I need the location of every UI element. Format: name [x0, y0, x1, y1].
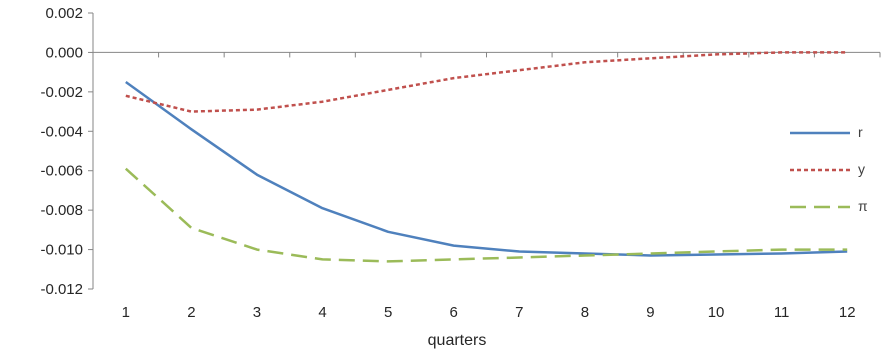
series-line-y — [125, 51, 848, 113]
legend-label-y: y — [858, 161, 865, 177]
x-tick-label: 3 — [253, 304, 261, 321]
y-tick-label: 0.002 — [45, 5, 83, 22]
x-axis-title: quarters — [428, 332, 487, 349]
y-tick-label: -0.012 — [40, 281, 83, 298]
y-axis: 0.002 0.000 -0.002 -0.004 -0.006 -0.008 -0.010… — [40, 5, 94, 298]
y-tick-label: 0.000 — [45, 44, 83, 61]
x-tick-label: 8 — [581, 304, 589, 321]
x-tick-label: 6 — [450, 304, 458, 321]
x-tick-label: 2 — [187, 304, 195, 321]
series-line-r — [125, 80, 848, 257]
y-tick-label: -0.010 — [40, 242, 83, 259]
x-tick-label: 9 — [646, 304, 654, 321]
legend-label-r: r — [858, 124, 863, 140]
x-tick-label: 12 — [839, 304, 856, 321]
x-tick-label: 1 — [122, 304, 130, 321]
x-axis: 1 2 3 4 5 6 7 8 9 10 11 12 — [92, 51, 881, 321]
x-tick-label: 10 — [708, 304, 725, 321]
series-layer — [124, 51, 848, 263]
series-line-π — [124, 167, 848, 263]
x-tick-label: 4 — [318, 304, 326, 321]
legend-label-π: π — [858, 198, 868, 214]
y-tick-label: -0.008 — [40, 202, 83, 219]
x-tick-label: 11 — [774, 304, 790, 321]
y-tick-label: -0.004 — [40, 123, 83, 140]
legend: r y π — [790, 124, 868, 214]
y-tick-label: -0.006 — [40, 163, 83, 180]
y-tick-label: -0.002 — [40, 84, 83, 101]
x-tick-label: 5 — [384, 304, 392, 321]
x-tick-label: 7 — [515, 304, 523, 321]
